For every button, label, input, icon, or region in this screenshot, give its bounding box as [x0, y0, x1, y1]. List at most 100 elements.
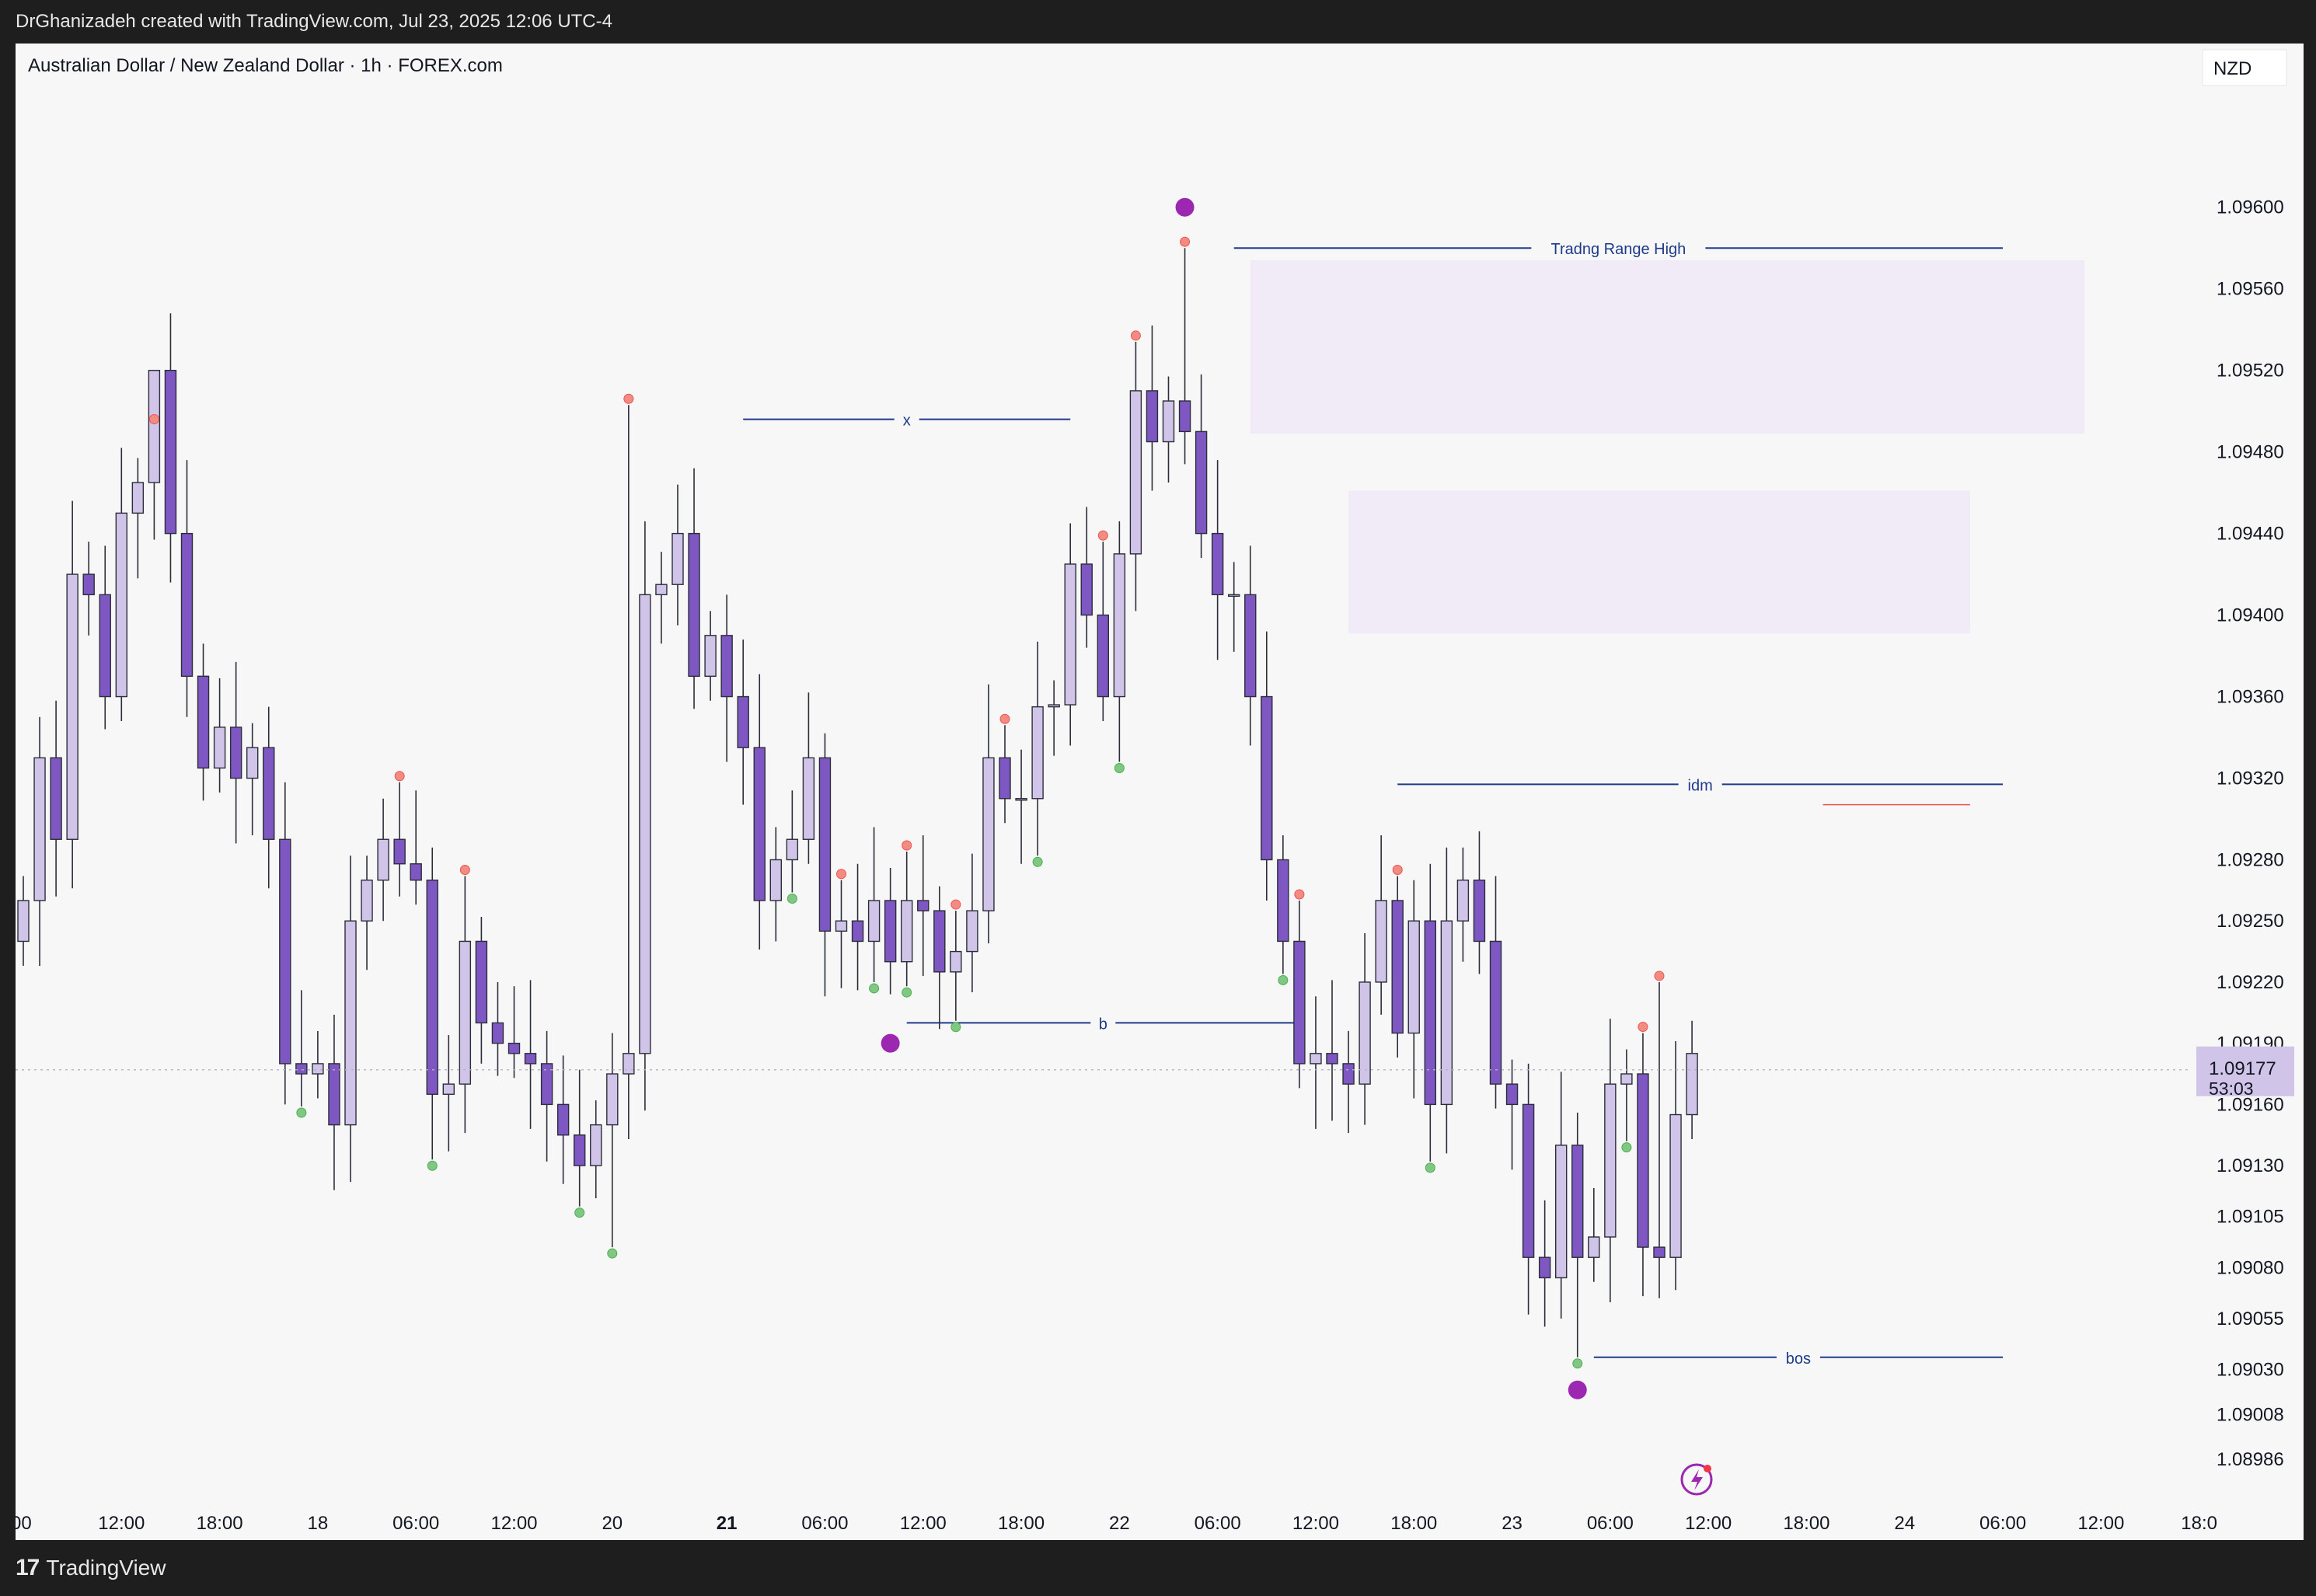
candle[interactable]	[328, 1014, 340, 1190]
candle[interactable]	[475, 916, 488, 1064]
candle[interactable]	[213, 678, 226, 793]
candle[interactable]	[917, 835, 930, 977]
candle[interactable]	[279, 782, 291, 1105]
candle[interactable]	[1146, 325, 1159, 491]
candle[interactable]	[1031, 641, 1044, 856]
candle[interactable]	[82, 542, 95, 636]
candle[interactable]	[1211, 460, 1224, 660]
candle[interactable]	[246, 723, 259, 835]
candle[interactable]	[229, 661, 242, 844]
candle[interactable]	[590, 1100, 602, 1199]
candle[interactable]	[655, 552, 668, 644]
candle[interactable]	[50, 700, 62, 897]
candle[interactable]	[442, 1035, 455, 1152]
candle[interactable]	[295, 990, 308, 1107]
candle[interactable]	[410, 790, 422, 905]
candle[interactable]	[1227, 562, 1240, 652]
alert-bolt-icon[interactable]	[1680, 1463, 1713, 1496]
candle[interactable]	[131, 458, 145, 579]
candle[interactable]	[574, 1069, 586, 1207]
candle[interactable]	[867, 827, 881, 982]
candle[interactable]	[688, 468, 700, 709]
candle[interactable]	[999, 725, 1011, 824]
candle[interactable]	[507, 986, 521, 1079]
candle[interactable]	[1424, 863, 1437, 1162]
candle[interactable]	[66, 500, 78, 889]
candle[interactable]	[524, 980, 537, 1129]
candle[interactable]	[1489, 876, 1502, 1109]
candle[interactable]	[982, 684, 995, 944]
candle[interactable]	[1554, 1072, 1568, 1319]
candle[interactable]	[197, 643, 210, 801]
candle[interactable]	[1391, 876, 1404, 1058]
candle[interactable]	[312, 1030, 324, 1099]
candle[interactable]	[884, 867, 897, 995]
candle[interactable]	[753, 674, 766, 950]
candle[interactable]	[900, 851, 913, 987]
candle[interactable]	[671, 484, 684, 626]
candle[interactable]	[1604, 1019, 1617, 1302]
candle[interactable]	[426, 847, 438, 1160]
candle[interactable]	[556, 1055, 570, 1184]
candle[interactable]	[1097, 542, 1110, 722]
candle[interactable]	[33, 716, 46, 966]
candle[interactable]	[704, 611, 717, 701]
candle[interactable]	[818, 733, 832, 997]
candle[interactable]	[1456, 847, 1470, 962]
candle[interactable]	[1505, 1059, 1519, 1170]
candle[interactable]	[802, 692, 815, 864]
candle[interactable]	[1620, 1049, 1633, 1141]
candle[interactable]	[623, 405, 635, 1140]
candle[interactable]	[1342, 1030, 1355, 1134]
candle[interactable]	[1637, 1033, 1649, 1297]
candle[interactable]	[1244, 545, 1257, 746]
candle[interactable]	[950, 911, 962, 1021]
candle[interactable]	[1375, 835, 1387, 1015]
candle[interactable]	[786, 790, 799, 893]
candle[interactable]	[1407, 880, 1420, 1099]
candle[interactable]	[851, 863, 864, 991]
candle[interactable]	[1310, 996, 1322, 1129]
candle[interactable]	[1686, 1020, 1698, 1140]
currency-badge[interactable]	[2202, 49, 2287, 86]
candle[interactable]	[459, 876, 472, 1134]
candle[interactable]	[1080, 507, 1093, 648]
candle[interactable]	[966, 853, 978, 993]
candle[interactable]	[393, 782, 406, 897]
candle[interactable]	[1359, 932, 1371, 1125]
candle[interactable]	[17, 876, 30, 966]
candle[interactable]	[1129, 341, 1142, 612]
candle[interactable]	[933, 886, 946, 1030]
candle[interactable]	[148, 369, 161, 540]
candle[interactable]	[769, 827, 782, 942]
candle[interactable]	[164, 313, 177, 583]
candle[interactable]	[606, 1033, 619, 1248]
candle[interactable]	[1473, 831, 1486, 974]
tradingview-logo[interactable]: 17 TradingView	[16, 1554, 166, 1582]
candle[interactable]	[737, 639, 749, 805]
candle[interactable]	[99, 545, 111, 730]
candle[interactable]	[1261, 631, 1273, 901]
candle[interactable]	[1195, 374, 1208, 559]
candle[interactable]	[1178, 248, 1191, 465]
candle[interactable]	[1048, 680, 1060, 756]
candle[interactable]	[1277, 835, 1289, 974]
candle[interactable]	[361, 855, 373, 970]
candle[interactable]	[115, 448, 128, 722]
candle[interactable]	[540, 1030, 553, 1162]
candle[interactable]	[377, 798, 389, 922]
candle[interactable]	[1522, 1063, 1535, 1315]
candle[interactable]	[1669, 1041, 1682, 1291]
candle[interactable]	[639, 521, 651, 1111]
candle[interactable]	[491, 981, 504, 1076]
candle[interactable]	[344, 855, 357, 1183]
candle[interactable]	[1653, 981, 1665, 1298]
candle[interactable]	[1571, 1112, 1584, 1357]
chart-panel[interactable]: Australian Dollar / New Zealand Dollar ·…	[0, 44, 2304, 1540]
chart-svg[interactable]: Australian Dollar / New Zealand Dollar ·…	[0, 44, 2304, 1540]
candle[interactable]	[1326, 980, 1338, 1121]
candle[interactable]	[263, 706, 275, 889]
candle[interactable]	[1538, 1200, 1551, 1327]
candle[interactable]	[180, 460, 194, 717]
candle[interactable]	[835, 880, 848, 988]
